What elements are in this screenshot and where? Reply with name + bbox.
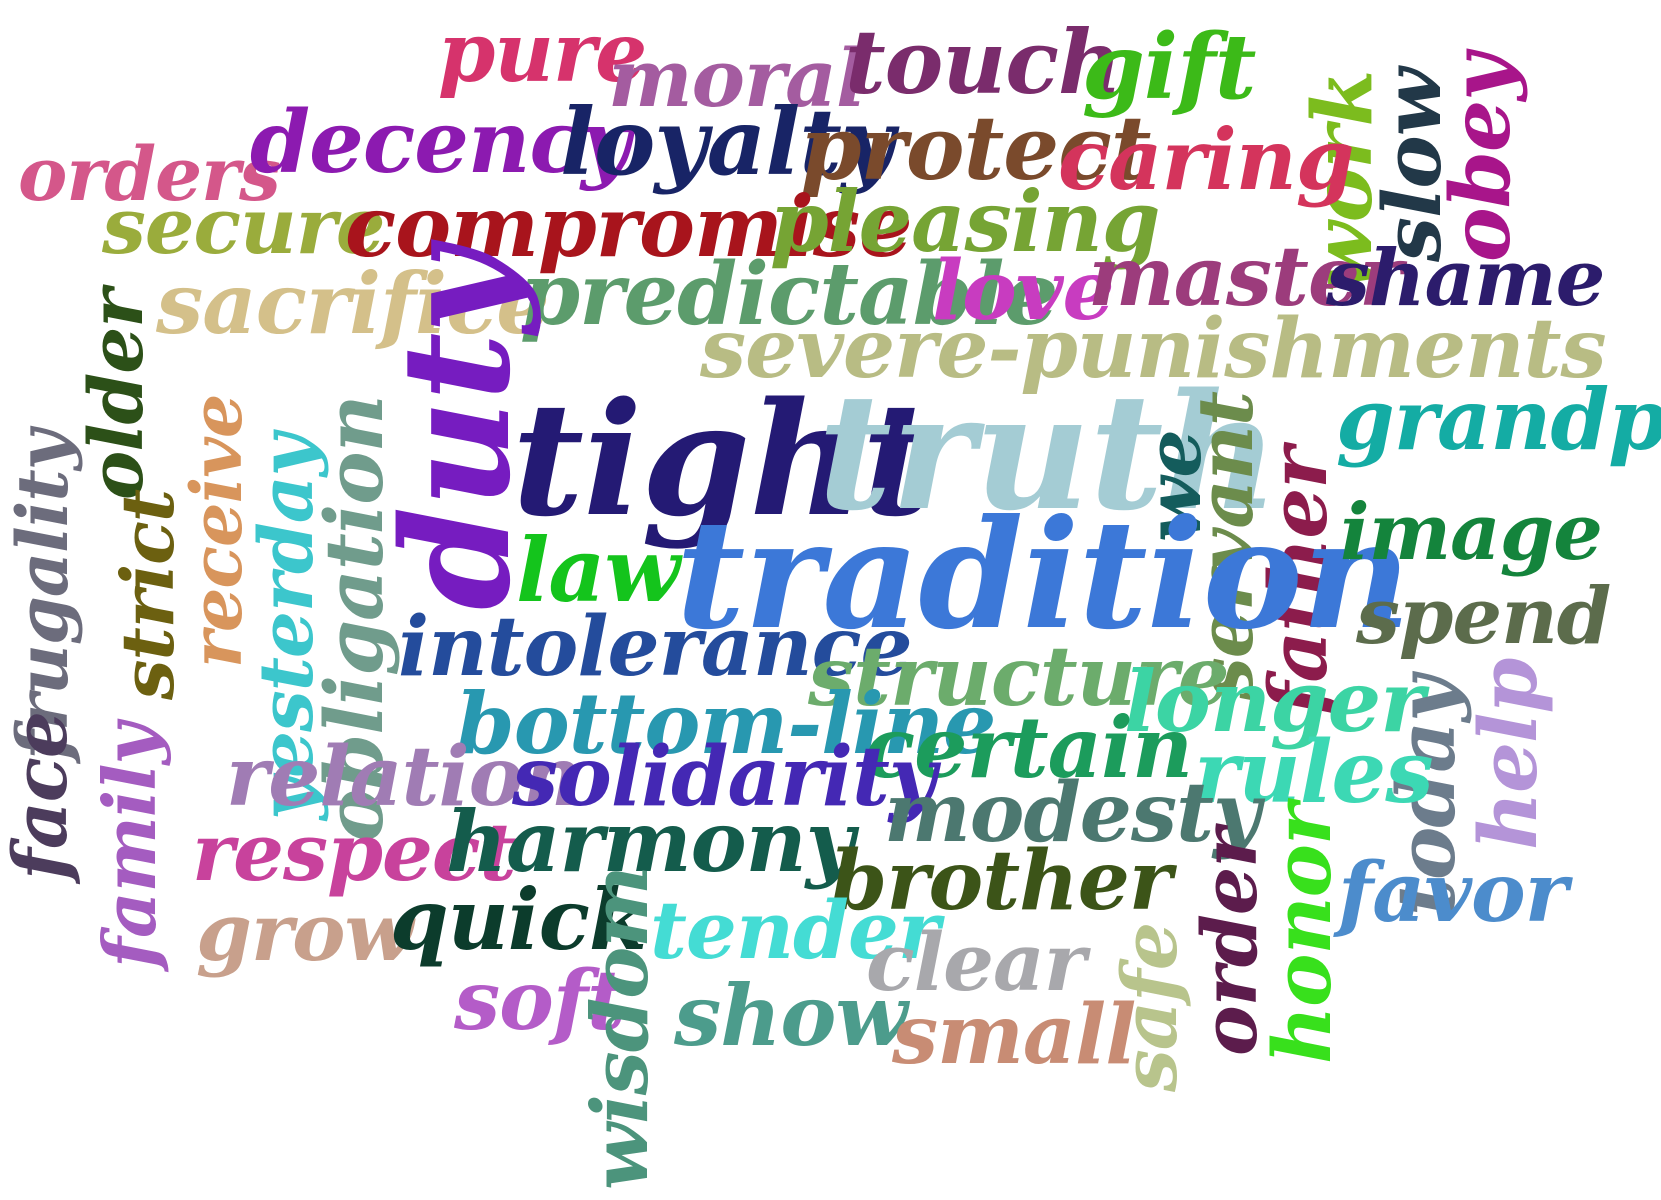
word-modesty: modesty (884, 765, 1261, 861)
word-truth: truth (818, 358, 1279, 546)
word-small: small (892, 987, 1136, 1083)
word-older: older (74, 289, 160, 500)
word-orders: orders (18, 132, 281, 218)
word-clear: clear (866, 915, 1086, 1009)
word-frugality: frugality (1, 430, 84, 760)
word-longer: longer (1124, 652, 1424, 751)
word-favor: favor (1338, 845, 1568, 941)
word-soft: soft (454, 953, 625, 1049)
word-grandparents: grandparents (1336, 370, 1661, 469)
word-family: family (87, 723, 172, 968)
word-compromise: compromise (345, 177, 913, 276)
word-grow: grow (196, 885, 413, 979)
word-gift: gift (1082, 14, 1256, 120)
word-obey: obey (1433, 54, 1529, 262)
word-honor: honor (1255, 803, 1349, 1064)
word-spend: spend (1356, 571, 1611, 662)
word-caring: caring (1058, 110, 1355, 209)
word-image: image (1340, 487, 1603, 578)
word-sacrifice: sacrifice (156, 254, 550, 353)
word-tender: tender (650, 883, 940, 977)
word-secure: secure (102, 181, 385, 272)
word-moral: moral (608, 31, 866, 125)
word-wisdom: wisdom (575, 866, 666, 1190)
word-show: show (674, 966, 908, 1065)
word-duty: duty (369, 248, 543, 610)
word-harmony: harmony (446, 792, 855, 891)
word-shame: shame (1326, 233, 1605, 324)
word-tight: tight (512, 368, 934, 551)
word-predictable: predictable (520, 244, 1058, 345)
word-bottom-line: bottom-line (456, 674, 996, 773)
word-intolerance: intolerance (398, 599, 913, 695)
word-respect: respect (192, 805, 517, 899)
word-protect: protect (800, 96, 1151, 200)
word-quick: quick (390, 870, 647, 969)
word-strict: strict (105, 489, 190, 700)
word-tradition: tradition (676, 487, 1411, 663)
word-loyalty: loyalty (560, 88, 894, 196)
word-love: love (932, 243, 1115, 339)
word-law: law (516, 518, 680, 622)
word-face: face (0, 712, 84, 880)
word-pure: pure (438, 5, 647, 101)
word-decency: decency (250, 92, 631, 193)
word-help: help (1461, 658, 1555, 850)
word-master: master (1088, 229, 1402, 325)
word-certain: certain (864, 698, 1193, 797)
word-solidarity: solidarity (512, 729, 937, 825)
word-touch: touch (845, 10, 1122, 114)
word-receive: receive (175, 394, 258, 668)
word-brother: brother (830, 833, 1172, 929)
word-relation: relation (226, 729, 582, 825)
word-pleasing: pleasing (770, 172, 1161, 271)
word-severe-punishments: severe-punishments (700, 301, 1607, 397)
word-structure: structure (808, 629, 1230, 725)
word-rules: rules (1194, 722, 1434, 823)
